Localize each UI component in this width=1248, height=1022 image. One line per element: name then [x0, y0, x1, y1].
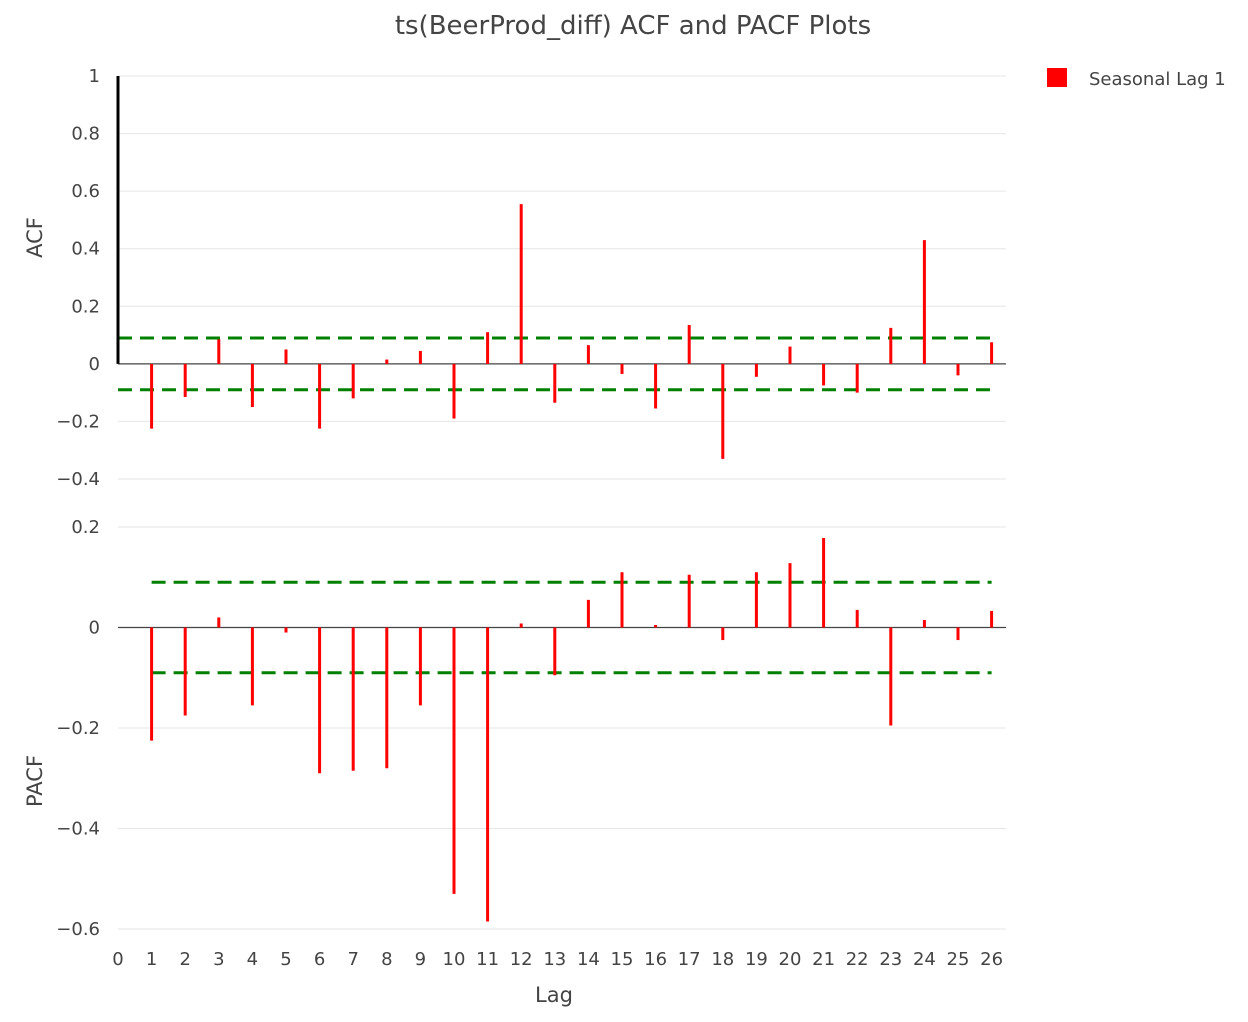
acf-y-tick-label: 0.4 — [71, 239, 100, 260]
pacf-y-tick-label: 0.2 — [71, 517, 100, 538]
x-tick-label: 20 — [779, 949, 802, 970]
acf-y-tick-label: 1 — [89, 66, 100, 87]
x-tick-label: 6 — [314, 949, 325, 970]
x-tick-label: 14 — [577, 949, 600, 970]
x-tick-label: 11 — [476, 949, 499, 970]
x-tick-label: 3 — [213, 949, 224, 970]
x-tick-label: 26 — [980, 949, 1003, 970]
pacf-y-tick-label: −0.4 — [56, 819, 100, 840]
legend[interactable]: Seasonal Lag 1 — [1047, 68, 1226, 90]
x-tick-label: 25 — [947, 949, 970, 970]
acf-y-tick-label: 0 — [89, 354, 100, 375]
pacf-y-tick-label: −0.6 — [56, 919, 100, 940]
legend-label: Seasonal Lag 1 — [1089, 69, 1226, 90]
x-tick-label: 19 — [745, 949, 768, 970]
acf-axis-title: ACF — [23, 217, 47, 258]
pacf-panel: 0.2 0 −0.2 −0.4 −0.6 PACF — [23, 517, 1006, 940]
pacf-axis-title: PACF — [23, 755, 47, 807]
x-tick-label: 7 — [347, 949, 358, 970]
x-tick-label: 1 — [146, 949, 157, 970]
pacf-y-tick-label: 0 — [89, 618, 100, 639]
chart-title: ts(BeerProd_diff) ACF and PACF Plots — [395, 11, 871, 41]
acf-y-tick-label: 0.6 — [71, 181, 100, 202]
acf-y-tick-label: 0.8 — [71, 124, 100, 145]
acf-panel: 1 0.8 0.6 0.4 0.2 0 −0.2 −0.4 ACF — [23, 66, 1006, 490]
pacf-y-tick-label: −0.2 — [56, 718, 100, 739]
x-tick-label: 13 — [543, 949, 566, 970]
x-tick-label: 24 — [913, 949, 936, 970]
x-axis-title: Lag — [535, 983, 573, 1007]
acf-y-tick-label: −0.4 — [56, 469, 100, 490]
x-tick-label: 21 — [812, 949, 835, 970]
x-tick-label: 22 — [846, 949, 869, 970]
x-tick-label: 10 — [443, 949, 466, 970]
x-tick-label: 0 — [112, 949, 123, 970]
acf-y-tick-label: 0.2 — [71, 296, 100, 317]
acf-y-tick-label: −0.2 — [56, 411, 100, 432]
x-tick-label: 12 — [510, 949, 533, 970]
x-tick-label: 17 — [678, 949, 701, 970]
x-tick-label: 2 — [179, 949, 190, 970]
x-tick-label: 5 — [280, 949, 291, 970]
x-tick-label: 16 — [644, 949, 667, 970]
x-tick-label: 9 — [415, 949, 426, 970]
x-tick-label: 4 — [247, 949, 258, 970]
x-tick-label: 8 — [381, 949, 392, 970]
x-tick-label: 15 — [611, 949, 634, 970]
legend-swatch — [1047, 68, 1067, 87]
x-tick-label: 23 — [879, 949, 902, 970]
x-axis: 0 1 2 3 4 5 6 7 8 9 10 11 12 13 14 15 16 17 18 19 20 21 22 23 24… — [112, 949, 1003, 970]
x-tick-label: 18 — [711, 949, 734, 970]
